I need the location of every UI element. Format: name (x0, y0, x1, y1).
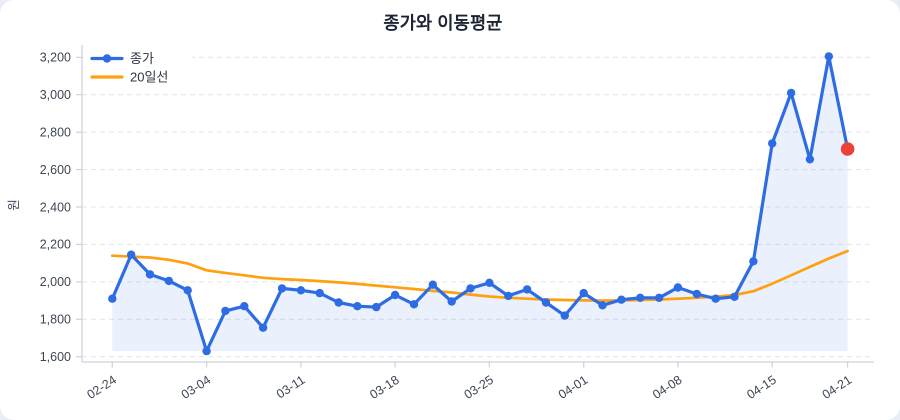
close-price-marker (485, 278, 494, 287)
chart-title: 종가와 이동평균 (383, 13, 503, 33)
close-price-marker (560, 311, 569, 320)
close-price-marker (805, 155, 815, 164)
close-price-marker (447, 297, 456, 306)
legend-item-ma20: 20일선 (90, 70, 168, 85)
close-price-marker (711, 294, 720, 303)
legend-background (84, 45, 192, 91)
close-price-line (110, 54, 850, 353)
close-price-marker (221, 306, 230, 316)
close-price-marker (409, 300, 419, 309)
close-price-marker (579, 288, 588, 298)
y-tick-label: 2,400 (40, 200, 71, 214)
last-point-highlight (840, 142, 855, 156)
y-axis-title: 원 (7, 199, 21, 211)
x-tick-label: 04-15 (744, 373, 778, 402)
legend-ma20-label: 20일선 (130, 70, 168, 85)
y-tick-label: 3,000 (40, 88, 71, 102)
close-price-marker (127, 250, 136, 259)
y-tick-label: 2,000 (40, 275, 71, 289)
x-tick-label: 02-24 (84, 373, 118, 402)
close-price-marker (749, 257, 758, 266)
close-price-marker (258, 323, 268, 332)
close-price-marker (296, 286, 306, 295)
close-price-marker (164, 276, 174, 286)
y-tick-label: 2,600 (40, 163, 71, 177)
close-price-marker (786, 88, 796, 98)
x-tick-label: 04-08 (650, 373, 684, 402)
close-price-marker (504, 291, 513, 301)
close-price-marker (730, 292, 739, 301)
close-price-marker (372, 302, 381, 312)
close-price-marker (636, 293, 645, 302)
close-price-marker (183, 286, 192, 295)
y-tick-label: 2,800 (40, 126, 71, 140)
close-price-marker (466, 284, 475, 293)
close-price-marker (522, 285, 532, 294)
close-price-marker (598, 301, 607, 310)
close-price-marker (692, 289, 701, 299)
close-price-marker (315, 288, 324, 298)
legend-item-close: 종가 (90, 51, 154, 66)
close-price-marker (240, 302, 249, 311)
ma20-line (110, 249, 849, 302)
x-tick-label: 03-11 (274, 373, 308, 402)
close-price-marker (617, 295, 626, 304)
close-price-marker (277, 284, 287, 293)
legend-close-marker (102, 54, 112, 63)
legend-close-label: 종가 (130, 51, 154, 66)
close-area-fill (112, 56, 848, 352)
close-price-marker (108, 294, 117, 303)
close-price-marker (673, 283, 683, 292)
y-tick-label: 3,200 (40, 51, 71, 65)
close-price-marker (654, 293, 664, 302)
close-price-marker (202, 346, 211, 356)
close-price-marker (353, 302, 362, 311)
x-tick-label: 04-01 (556, 373, 590, 402)
close-price-marker (428, 280, 437, 289)
close-price-marker (768, 139, 777, 148)
close-price-marker (390, 290, 400, 300)
x-tick-label: 04-21 (820, 373, 854, 402)
y-tick-label: 1,600 (40, 350, 71, 364)
close-price-marker (824, 52, 833, 61)
y-tick-label: 2,200 (40, 238, 71, 252)
x-tick-label: 03-18 (367, 373, 401, 402)
close-price-marker (334, 298, 343, 307)
x-tick-label: 03-25 (462, 373, 496, 402)
close-price-marker (145, 270, 155, 279)
legend: 종가 20일선 (84, 45, 192, 91)
close-price-marker (541, 298, 551, 307)
x-tick-label: 03-04 (179, 373, 213, 402)
y-tick-label: 1,800 (40, 313, 71, 327)
